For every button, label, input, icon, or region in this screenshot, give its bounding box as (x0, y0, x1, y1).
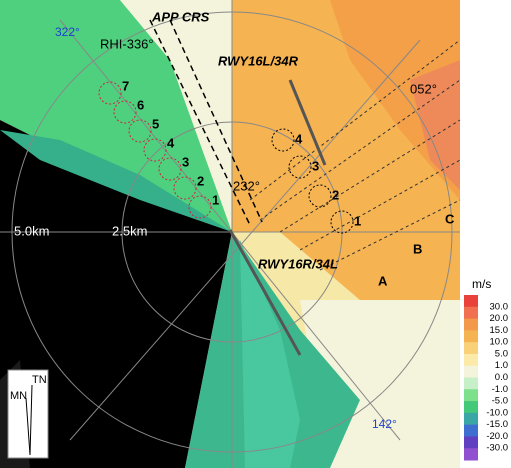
point-label: 2 (197, 173, 204, 188)
legend-swatch (464, 424, 478, 437)
legend-tick: 5.0 (495, 348, 508, 359)
runway-label: RWY16R/34L (258, 256, 338, 271)
legend-swatch (464, 330, 478, 343)
runway-label: RWY16L/34R (218, 53, 299, 68)
range-label: 2.5km (112, 223, 147, 238)
legend-swatch (464, 295, 478, 308)
point-circle (98, 81, 122, 105)
legend-tick: 10.0 (490, 337, 509, 348)
azimuth-label: 142° (372, 417, 397, 431)
point-circle (158, 157, 182, 181)
point-label: 4 (167, 135, 175, 150)
legend: 30.020.015.010.05.01.00.0-1.0-5.0-10.0-1… (464, 295, 508, 461)
point-label: 1 (354, 213, 361, 228)
legend-tick: 20.0 (490, 313, 509, 324)
legend-tick: -10.0 (486, 407, 508, 418)
legend-tick: 15.0 (490, 325, 509, 336)
line-label: B (413, 241, 422, 256)
app-crs-lines (149, 19, 263, 226)
field-teal (0, 130, 232, 232)
runway-16l (288, 79, 327, 166)
legend-tick: -20.0 (486, 431, 508, 442)
legend-swatch (464, 318, 478, 331)
line-label: A (378, 273, 388, 288)
runway-16r (228, 229, 302, 356)
legend-swatch (464, 389, 478, 402)
legend-tick: -15.0 (486, 419, 508, 430)
legend-tick: 1.0 (495, 360, 508, 371)
field-green (0, 0, 232, 232)
point-label: 1 (212, 192, 219, 207)
point-label: 4 (295, 131, 303, 146)
legend-tick: -1.0 (492, 384, 508, 395)
legend-tick: 0.0 (495, 372, 508, 383)
compass-tn (29, 384, 33, 456)
legend-swatch (464, 436, 478, 449)
app-crs-label: APP CRS (151, 9, 210, 24)
point-circle (271, 128, 295, 152)
azimuth-label: 052° (410, 81, 437, 96)
legend-swatch (464, 377, 478, 390)
legend-tick: 30.0 (490, 301, 509, 312)
point-label: 5 (152, 116, 159, 131)
point-circle (113, 100, 137, 124)
legend-swatch (464, 342, 478, 355)
field-green-s2 (240, 240, 300, 468)
range-label: 5.0km (14, 223, 49, 238)
line-label: C (445, 211, 455, 226)
point-circle (143, 138, 167, 162)
azimuth-line (69, 39, 421, 441)
point-circle (330, 210, 354, 234)
legend-swatch (464, 365, 478, 378)
legend-swatch (464, 401, 478, 414)
point-label: 2 (332, 187, 339, 202)
legend-swatch (464, 412, 478, 426)
field-red (410, 60, 460, 190)
point-label: 7 (122, 78, 129, 93)
azimuth-label: 232° (233, 178, 260, 193)
compass-box (7, 369, 49, 459)
point-circle (308, 184, 332, 208)
legend-tick: -5.0 (492, 396, 508, 407)
compass-mn (25, 397, 31, 456)
point-label: 6 (137, 97, 144, 112)
compass-label: TN (32, 374, 47, 386)
point-circle (288, 155, 312, 179)
legend-unit: m/s (472, 277, 491, 291)
azimuth-label: 322° (55, 25, 80, 39)
compass-label: MN (10, 390, 27, 402)
field-white (120, 0, 232, 232)
point-label: 3 (182, 154, 189, 169)
point-circle (173, 176, 197, 200)
rhi-label: RHI-336° (100, 36, 154, 51)
point-circle (128, 119, 152, 143)
point-circle (188, 195, 212, 219)
legend-swatch (464, 306, 478, 320)
point-label: 3 (312, 158, 319, 173)
legend-tick: -30.0 (486, 443, 508, 454)
legend-swatch (464, 353, 478, 367)
legend-swatch (464, 448, 478, 461)
scan-lines (249, 39, 461, 271)
